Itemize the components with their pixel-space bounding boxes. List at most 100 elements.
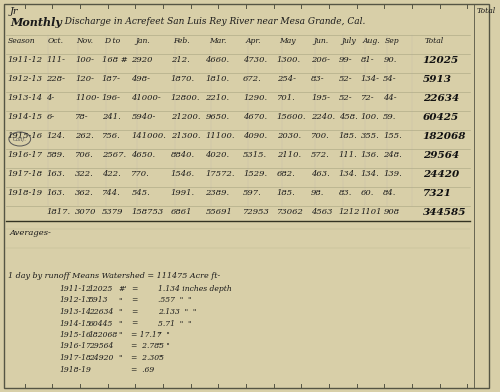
Text: 248.: 248. xyxy=(384,151,402,159)
Text: 1100-: 1100- xyxy=(75,94,100,102)
Text: 7321: 7321 xyxy=(423,189,452,198)
Text: 1870.: 1870. xyxy=(171,75,195,83)
Text: 322.: 322. xyxy=(75,170,94,178)
Text: 81-: 81- xyxy=(360,56,374,64)
Text: 163.: 163. xyxy=(46,170,65,178)
Text: 2030.: 2030. xyxy=(276,132,300,140)
Text: 2920: 2920 xyxy=(132,56,153,64)
Text: Jun.: Jun. xyxy=(313,37,328,45)
Text: 1918-19: 1918-19 xyxy=(8,189,43,197)
Text: Averages-: Averages- xyxy=(10,229,52,237)
Text: 1914-15: 1914-15 xyxy=(60,319,91,327)
Text: 5.71  "  ": 5.71 " " xyxy=(158,319,192,327)
Text: 5913: 5913 xyxy=(423,75,452,84)
Text: Mar.: Mar. xyxy=(210,37,227,45)
Text: 241.: 241. xyxy=(102,113,120,121)
Text: 99-: 99- xyxy=(339,56,352,64)
Text: 1913-14: 1913-14 xyxy=(60,308,91,316)
Text: 355.: 355. xyxy=(360,132,380,140)
Text: 5315.: 5315. xyxy=(243,151,267,159)
Text: 8840.: 8840. xyxy=(171,151,195,159)
Text: =  2.785: = 2.785 xyxy=(132,343,164,350)
Text: May: May xyxy=(280,37,296,45)
Text: Monthly: Monthly xyxy=(10,17,62,28)
Text: 1101: 1101 xyxy=(360,208,382,216)
Text: ": " xyxy=(118,354,122,362)
Text: 9650.: 9650. xyxy=(206,113,230,121)
Text: 572.: 572. xyxy=(311,151,330,159)
Text: 700.: 700. xyxy=(311,132,330,140)
Text: 228-: 228- xyxy=(46,75,66,83)
Text: 163.: 163. xyxy=(46,189,65,197)
Text: 187-: 187- xyxy=(102,75,120,83)
Text: 134.: 134. xyxy=(360,170,380,178)
Text: 52-: 52- xyxy=(339,94,352,102)
Text: 24920: 24920 xyxy=(89,354,114,362)
Text: 1817.: 1817. xyxy=(46,208,70,216)
Text: Apr.: Apr. xyxy=(246,37,262,45)
Text: Total: Total xyxy=(477,7,496,15)
Text: Sep: Sep xyxy=(386,37,400,45)
Text: 1918-19: 1918-19 xyxy=(60,365,91,374)
Text: 134.: 134. xyxy=(339,170,357,178)
Text: 672.: 672. xyxy=(243,75,262,83)
Text: 182068: 182068 xyxy=(423,132,467,141)
Text: 463.: 463. xyxy=(311,170,330,178)
Text: 1914-15: 1914-15 xyxy=(8,113,43,121)
Text: 60.: 60. xyxy=(360,189,374,197)
Text: 90.: 90. xyxy=(384,56,396,64)
Text: 422.: 422. xyxy=(102,170,120,178)
Text: =  2.305: = 2.305 xyxy=(132,354,164,362)
Text: 52-: 52- xyxy=(339,75,352,83)
Text: 744.: 744. xyxy=(102,189,120,197)
Text: 22634: 22634 xyxy=(89,308,114,316)
Text: 98.: 98. xyxy=(311,189,324,197)
Text: 2.133  "  ": 2.133 " " xyxy=(158,308,196,316)
Text: 3070: 3070 xyxy=(75,208,96,216)
Text: Calif.: Calif. xyxy=(13,136,26,142)
Text: D to: D to xyxy=(104,37,120,45)
Text: =  .69: = .69 xyxy=(132,365,154,374)
Text: 83.: 83. xyxy=(339,189,352,197)
Text: =: = xyxy=(132,319,138,327)
Text: Feb.: Feb. xyxy=(173,37,190,45)
Text: Total: Total xyxy=(425,37,444,45)
Text: 908: 908 xyxy=(384,208,400,216)
Text: 83-: 83- xyxy=(311,75,325,83)
Text: 1911-12: 1911-12 xyxy=(8,56,43,64)
Text: 134-: 134- xyxy=(360,75,380,83)
Text: 1915-16: 1915-16 xyxy=(60,331,91,339)
Text: 124.: 124. xyxy=(46,132,65,140)
Text: 12025: 12025 xyxy=(423,56,459,65)
Text: 29564: 29564 xyxy=(89,343,114,350)
Text: "  ": " " xyxy=(158,331,170,339)
Text: 185.: 185. xyxy=(276,189,295,197)
Text: ": " xyxy=(118,331,122,339)
Text: Aug.: Aug. xyxy=(362,37,380,45)
Text: 44-: 44- xyxy=(384,94,397,102)
Text: =: = xyxy=(132,285,138,293)
Text: 24420: 24420 xyxy=(423,170,459,179)
Text: 17572.: 17572. xyxy=(206,170,235,178)
Text: ": " xyxy=(118,319,122,327)
Text: 262.: 262. xyxy=(75,132,94,140)
Text: 597.: 597. xyxy=(243,189,262,197)
Text: 120-: 120- xyxy=(75,75,94,83)
Text: Jr: Jr xyxy=(10,7,18,16)
Text: 55691: 55691 xyxy=(206,208,233,216)
Text: 41000-: 41000- xyxy=(132,94,161,102)
Text: 139.: 139. xyxy=(384,170,402,178)
Text: 12800.: 12800. xyxy=(171,94,200,102)
Text: 756.: 756. xyxy=(102,132,120,140)
Text: 1290.: 1290. xyxy=(243,94,267,102)
Text: 5940-: 5940- xyxy=(132,113,156,121)
Text: 72-: 72- xyxy=(360,94,374,102)
Text: 5913: 5913 xyxy=(89,296,108,305)
Text: 1810.: 1810. xyxy=(206,75,230,83)
Text: #': #' xyxy=(118,285,127,293)
Text: 458.: 458. xyxy=(339,113,357,121)
Text: 589.: 589. xyxy=(46,151,65,159)
Text: 1917-18: 1917-18 xyxy=(60,354,91,362)
Text: Nov.: Nov. xyxy=(76,37,93,45)
Text: ": " xyxy=(118,308,122,316)
